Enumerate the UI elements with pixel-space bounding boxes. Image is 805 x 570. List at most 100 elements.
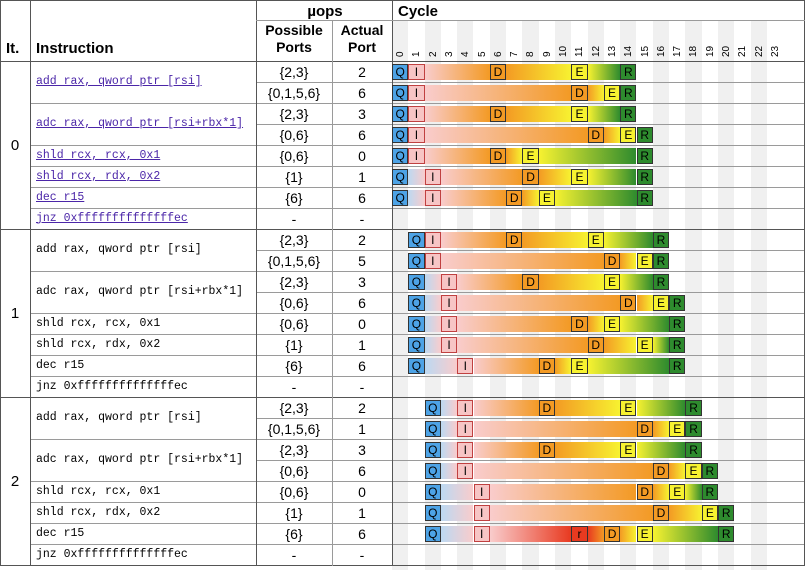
uop-event-R: R [685,442,702,458]
uop-stage-bar [424,274,441,290]
grid-vline [332,20,333,566]
grid-hline [30,481,805,482]
grid-vline [0,0,1,566]
uop-event-E: E [669,484,686,500]
uop-event-R: R [701,463,718,479]
grid-hline [30,313,805,314]
cycle-number: 18 [688,45,700,57]
uop-event-E: E [603,85,621,101]
uop-event-D: D [571,316,588,332]
instruction-link[interactable]: dec r15 [36,190,85,204]
uop-event-I: I [424,169,441,185]
actual-port-cell: 0 [358,316,366,332]
uop-event-Q: Q [392,64,409,80]
grid-vline [392,0,393,566]
uop-event-E: E [587,232,604,248]
grid-hline [0,397,805,398]
uop-stage-bar [620,316,670,332]
cycle-number: 3 [443,51,455,57]
uop-event-Q: Q [424,421,441,437]
instruction-text: add rax, qword ptr [rsi] [36,243,202,256]
actual-port-cell: 6 [358,526,366,542]
possible-ports-cell: {0,6} [279,148,309,164]
uop-stage-bar [652,526,718,542]
uop-event-R: R [636,169,653,185]
uop-stage-bar [473,400,539,416]
actual-port-cell: 3 [358,442,366,458]
uop-event-I: I [457,400,474,416]
uop-stage-bar [440,400,458,416]
uop-stage-bar [652,337,670,353]
instruction-text: jnz 0xffffffffffffffec [36,379,188,393]
uop-event-Q: Q [408,253,425,269]
uop-stage-bar [587,358,670,374]
uop-event-E: E [571,358,588,374]
instruction-text: shld rcx, rcx, 0x1 [36,484,161,498]
instruction-link[interactable]: adc rax, qword ptr [rsi+rbx*1] [36,117,244,130]
cycle-number: 2 [427,51,439,57]
grid-hline [30,271,805,272]
header-cycle: Cycle [398,3,439,20]
grid-hline [256,460,805,461]
uop-stage-bar [636,295,653,311]
uop-stage-bar [424,295,441,311]
uop-event-D: D [587,127,604,143]
uop-stage-bar [440,526,474,542]
uop-event-R: R [669,358,686,374]
grid-hline [0,229,805,230]
uop-event-E: E [620,442,637,458]
uop-stage-bar [603,127,621,143]
uop-event-D: D [506,190,523,206]
cycle-number: 10 [558,45,569,57]
possible-ports-cell: {2,3} [279,274,309,290]
instruction-link[interactable]: shld rcx, rdx, 0x2 [36,169,161,183]
header-actual-port: Actual Port [340,22,384,55]
uop-stage-bar [489,526,572,542]
cycle-number: 1 [411,51,423,57]
uop-event-Q: Q [424,505,441,521]
actual-port-cell: 1 [358,505,366,521]
uop-event-D: D [522,169,539,185]
grid-hline [30,187,805,188]
instruction-text: adc rax, qword ptr [rsi+rbx*1] [36,453,244,466]
uop-event-E: E [701,505,718,521]
header-iteration: It. [6,40,20,57]
uop-event-E: E [571,106,588,122]
actual-port-cell: 2 [358,64,366,80]
uop-event-E: E [603,274,621,290]
uop-event-D: D [652,463,670,479]
grid-vline [256,0,257,566]
uop-event-R: R [669,337,686,353]
uop-stage-bar [489,484,637,500]
uop-event-I: I [440,295,458,311]
uop-event-I: I [408,64,425,80]
uop-stage-bar [440,442,458,458]
uop-stage-bar [587,106,621,122]
instruction-link[interactable]: shld rcx, rcx, 0x1 [36,148,161,162]
cycle-number: 9 [541,51,553,57]
possible-ports-cell: - [291,547,297,563]
instruction-link[interactable]: jnz 0xffffffffffffffec [36,211,188,225]
cycle-number: 15 [639,45,651,57]
actual-port-cell: 6 [358,463,366,479]
uop-event-I: I [440,316,458,332]
uop-event-D: D [636,421,653,437]
grid-hline [256,124,805,125]
cycle-number: 5 [476,51,488,57]
uop-stage-bar [424,106,490,122]
uop-stage-bar [685,484,702,500]
cycle-number: 14 [623,45,635,57]
possible-ports-cell: - [291,379,297,395]
uop-event-R: R [669,316,686,332]
uop-event-Q: Q [408,232,425,248]
instruction-text: jnz 0xffffffffffffffec [36,547,188,561]
actual-port-cell: - [359,547,365,563]
uop-event-I: I [440,274,458,290]
possible-ports-cell: {0,6} [279,295,309,311]
grid-hline [256,82,805,83]
grid-hline [30,544,805,545]
uop-event-I: I [408,127,425,143]
uop-stage-bar [424,316,441,332]
instruction-link[interactable]: add rax, qword ptr [rsi] [36,75,202,88]
uop-event-D: D [603,253,621,269]
